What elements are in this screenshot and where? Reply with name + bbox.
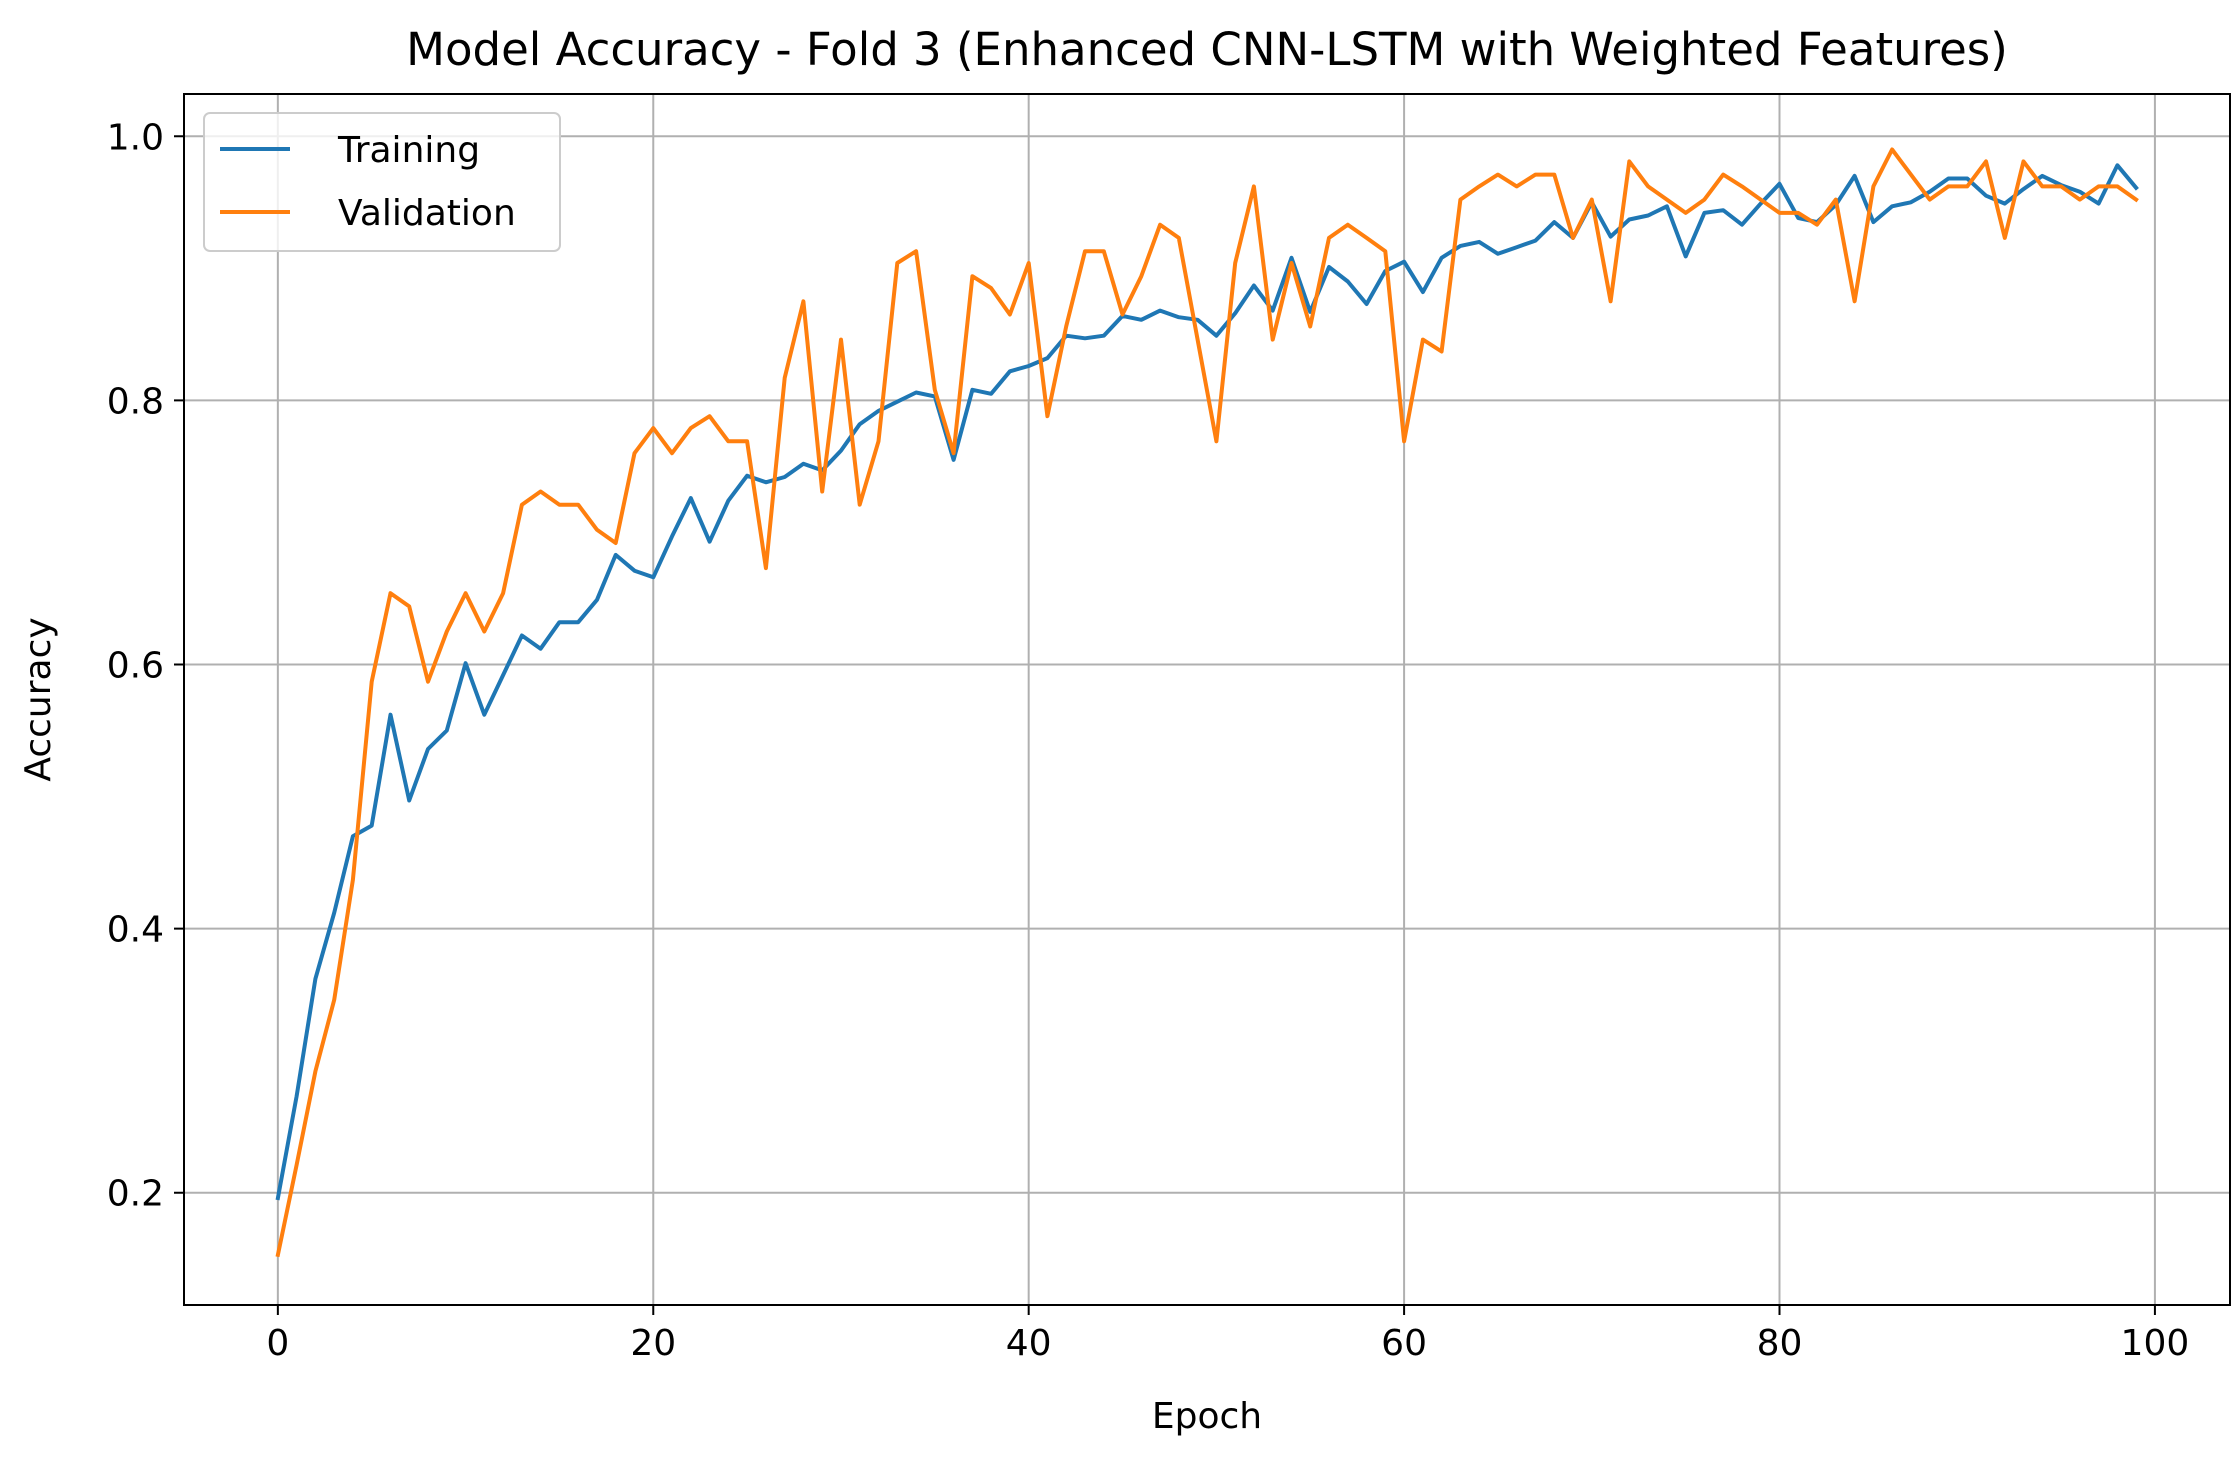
- x-axis-label: Epoch: [1152, 1396, 1262, 1437]
- legend-box: [203, 112, 561, 252]
- x-tick-label: 20: [630, 1323, 676, 1364]
- y-tick-label: 0.2: [107, 1174, 164, 1215]
- legend-label-training: Training: [337, 130, 480, 171]
- x-tick-label: 60: [1381, 1323, 1427, 1364]
- y-tick-label: 1.0: [107, 117, 164, 158]
- x-tick-label: 40: [1006, 1323, 1052, 1364]
- x-tick-label: 80: [1757, 1323, 1803, 1364]
- y-axis-label: Accuracy: [18, 617, 59, 781]
- y-tick-label: 0.6: [107, 646, 164, 687]
- legend-label-validation: Validation: [338, 193, 516, 234]
- ticks: 0 20 40 60 80 100 0.2 0.4 0.6 0.8 1.0: [107, 117, 2190, 1364]
- y-tick-label: 0.8: [107, 381, 164, 422]
- plot-frame: [183, 93, 2231, 1306]
- y-tick-label: 0.4: [107, 910, 164, 951]
- chart-title: Model Accuracy - Fold 3 (Enhanced CNN-LS…: [406, 23, 2008, 76]
- legend: Training Validation: [203, 112, 561, 252]
- series-lines: [275, 147, 2139, 1258]
- x-tick-label: 0: [266, 1323, 289, 1364]
- x-tick-label: 100: [2121, 1323, 2190, 1364]
- series-line-validation: [275, 147, 2139, 1258]
